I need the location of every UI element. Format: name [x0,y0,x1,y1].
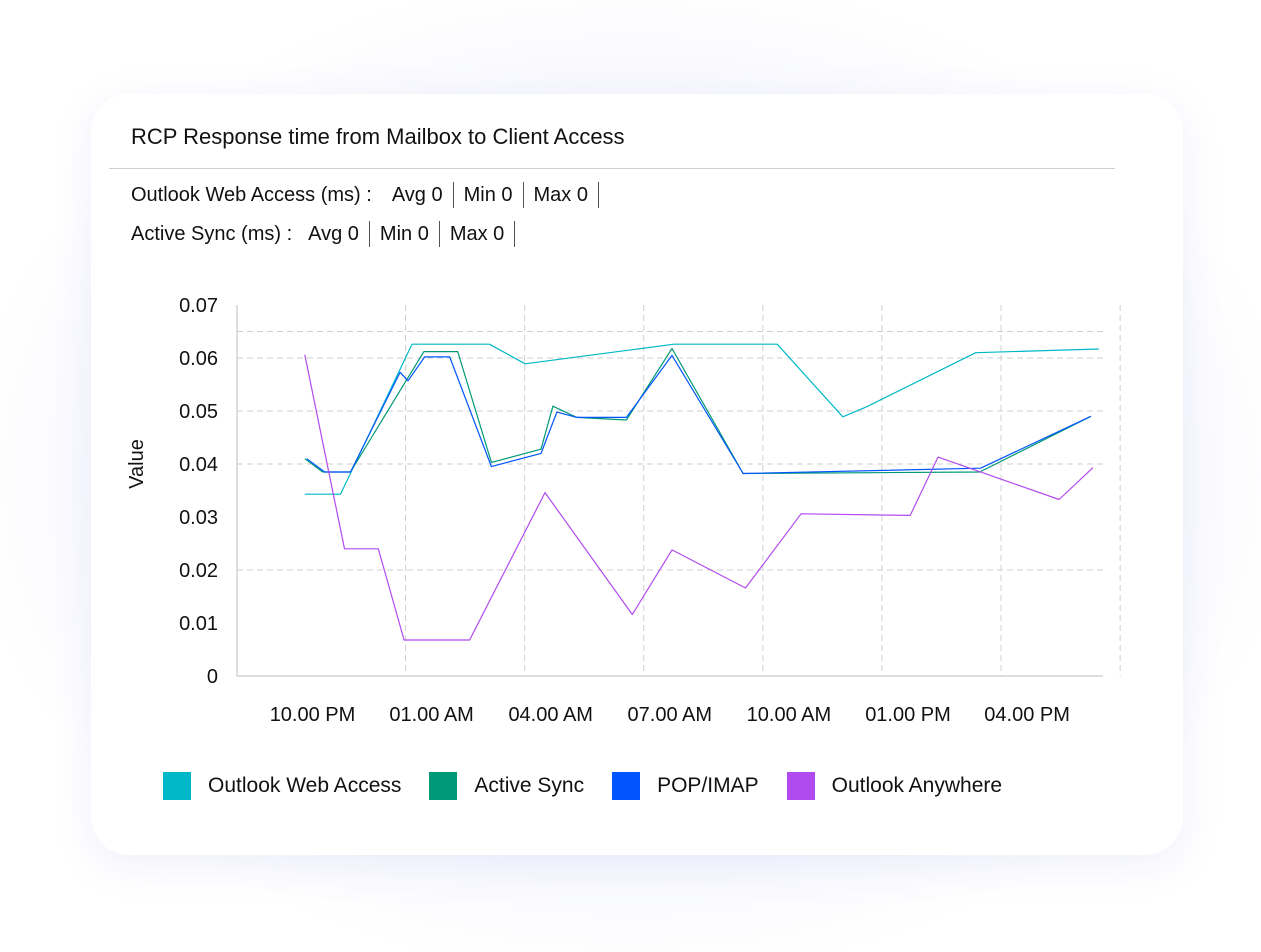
y-tick-label: 0.01 [179,613,218,635]
legend-item-pop-imap[interactable]: POP/IMAP [612,772,759,800]
x-tick-label: 04.00 PM [984,704,1070,726]
stat-avg: Avg 0 [382,182,454,208]
y-tick-label: 0.04 [179,454,218,476]
series-layer [304,343,1099,641]
x-tick-label: 04.00 AM [508,704,593,726]
legend-item-active-sync[interactable]: Active Sync [429,772,584,800]
y-tick-label: 0.05 [179,401,218,423]
legend-swatch [612,772,641,800]
x-tick-label: 07.00 AM [628,704,713,726]
line-chart: 0 0.01 0.02 0.03 0.04 0.05 0.06 0.07 10.00 PM 01.… [126,295,1121,726]
y-tick-label: 0.03 [179,507,218,529]
legend-label: Outlook Web Access [208,774,402,797]
grid-layer [237,305,1121,676]
axis-layer [236,305,1103,677]
stat-min: Min 0 [454,182,524,208]
y-tick-label: 0 [207,666,218,688]
stats-row-active-sync: Active Sync (ms) : Avg 0 Min 0 Max 0 [131,221,516,247]
series-line-active-sync[interactable] [304,347,1092,475]
stats-row-outlook-web-access: Outlook Web Access (ms) : Avg 0 Min 0 Ma… [131,182,599,208]
chart-title: RCP Response time from Mailbox to Client… [131,124,625,149]
series-line-outlook-web-access[interactable] [304,343,1099,495]
legend-item-outlook-web-access[interactable]: Outlook Web Access [163,772,401,800]
series-line-pop-imap[interactable] [306,354,1092,475]
legend-swatch [163,772,191,800]
y-tick-label: 0.02 [179,560,218,582]
stats-label: Outlook Web Access (ms) : [131,183,372,206]
chart-card: RCP Response time from Mailbox to Client… [91,94,1183,855]
stat-max: Max 0 [524,182,599,208]
legend-item-outlook-anywhere[interactable]: Outlook Anywhere [786,772,1003,800]
label-layer: 0 0.01 0.02 0.03 0.04 0.05 0.06 0.07 10.00 PM 01.… [126,295,1070,726]
x-tick-label: 10.00 AM [747,704,832,726]
y-tick-label: 0.06 [179,348,218,370]
x-tick-label: 01.00 AM [389,704,474,726]
y-axis-title: Value [126,439,148,489]
chart-legend: Outlook Web Access Active Sync POP/IMAP … [163,772,1030,800]
stats-label: Active Sync (ms) : [131,222,293,245]
stat-max: Max 0 [440,221,516,247]
x-tick-label: 10.00 PM [270,704,356,726]
stat-avg: Avg 0 [298,221,370,247]
legend-label: Outlook Anywhere [831,774,1003,797]
legend-swatch [429,772,458,800]
series-line-outlook-anywhere[interactable] [304,354,1094,641]
title-divider [109,168,1115,169]
legend-label: Active Sync [474,774,585,797]
y-tick-label: 0.07 [179,295,218,317]
legend-label: POP/IMAP [657,774,759,797]
legend-swatch [786,772,815,800]
stat-min: Min 0 [370,221,440,247]
x-tick-label: 01.00 PM [865,704,951,726]
